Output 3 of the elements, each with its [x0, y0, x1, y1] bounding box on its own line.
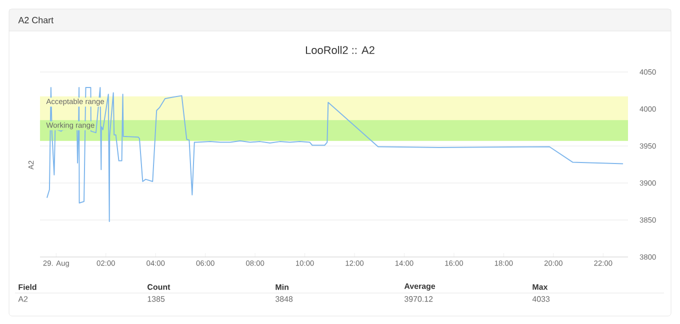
line-series [46, 87, 624, 222]
chart-title: LooRoll2 :: A2 [306, 46, 374, 54]
text: A2 Chart [18, 16, 54, 24]
